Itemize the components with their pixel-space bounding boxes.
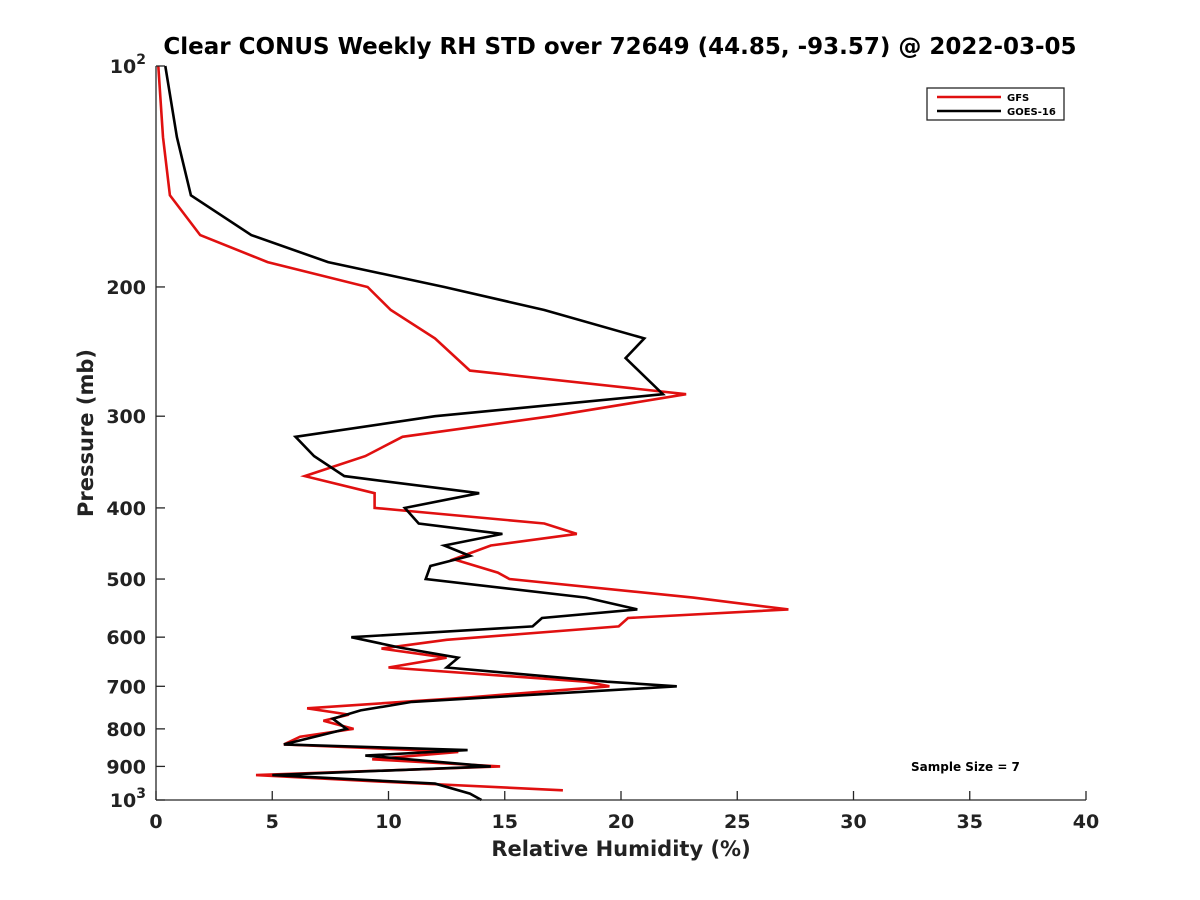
chart-title: Clear CONUS Weekly RH STD over 72649 (44… [163, 34, 1076, 60]
legend: GFS GOES-16 [926, 87, 1065, 121]
y-tick-base: 200 [106, 277, 146, 299]
y-tick-label: 102 [110, 52, 146, 78]
y-tick-label: 700 [106, 676, 146, 698]
legend-label-goes16: GOES-16 [1007, 107, 1056, 118]
x-tick-label: 10 [375, 811, 401, 833]
y-tick-base: 10 [110, 790, 136, 812]
y-tick-base: 900 [106, 756, 146, 778]
y-tick-label: 600 [106, 627, 146, 649]
series-line-goes-16 [164, 65, 677, 802]
sample-size-annotation: Sample Size = 7 [911, 760, 1020, 774]
y-tick-base: 500 [106, 569, 146, 591]
x-tick-label: 35 [957, 811, 983, 833]
y-tick-label: 103 [110, 786, 146, 812]
x-axis-ticks: 0 5 10 15 20 25 30 35 40 [149, 791, 1099, 833]
legend-box [926, 87, 1065, 121]
x-tick-label: 0 [149, 811, 162, 833]
y-tick-label: 400 [106, 498, 146, 520]
x-tick-label: 5 [266, 811, 279, 833]
y-tick-label: 300 [106, 406, 146, 428]
y-tick-exponent: 2 [136, 52, 146, 68]
y-tick-base: 600 [106, 627, 146, 649]
y-tick-label: 200 [106, 277, 146, 299]
y-tick-base: 700 [106, 676, 146, 698]
series-line-gfs [157, 65, 789, 792]
y-tick-label: 500 [106, 569, 146, 591]
series-layer [157, 65, 789, 802]
x-tick-label: 30 [840, 811, 866, 833]
y-tick-base: 300 [106, 406, 146, 428]
y-tick-label: 900 [106, 756, 146, 778]
y-tick-label: 800 [106, 719, 146, 741]
y-tick-base: 10 [110, 56, 136, 78]
y-tick-base: 400 [106, 498, 146, 520]
x-tick-label: 40 [1073, 811, 1099, 833]
plot-area: 0 5 10 15 20 25 30 35 40 10220030040050060070080… [106, 52, 1099, 833]
y-tick-exponent: 3 [136, 786, 146, 802]
x-axis-label: Relative Humidity (%) [491, 837, 750, 861]
legend-label-gfs: GFS [1007, 93, 1029, 104]
x-tick-label: 20 [608, 811, 634, 833]
y-tick-base: 800 [106, 719, 146, 741]
x-tick-label: 15 [492, 811, 518, 833]
y-axis-label: Pressure (mb) [74, 349, 98, 517]
x-tick-label: 25 [724, 811, 750, 833]
